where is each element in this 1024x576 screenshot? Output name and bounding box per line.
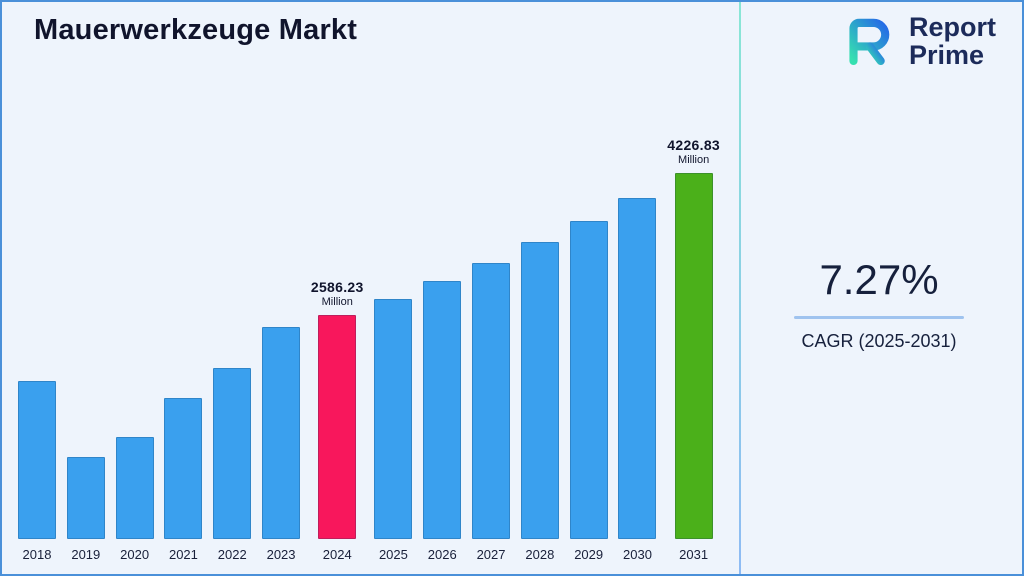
report-prime-logo-icon: [849, 18, 890, 66]
bar-2020: [115, 437, 154, 539]
x-tick-label-2028: 2028: [525, 547, 555, 562]
bar-column-2030: 2030: [618, 198, 657, 562]
bar-2031: [674, 173, 713, 539]
x-tick-label-2031: 2031: [679, 547, 709, 562]
page-title: Mauerwerkzeuge Markt: [34, 14, 358, 46]
data-label-2024: 2586.23 Million: [311, 279, 364, 308]
x-tick-label-2030: 2030: [623, 547, 652, 562]
cagr-underline: [794, 316, 964, 319]
logo-word-report: Report: [909, 11, 996, 42]
bar-2029: [569, 221, 608, 539]
bar-column-2029: 2029: [569, 221, 608, 562]
bar-2024: [318, 315, 357, 539]
x-tick-label-2018: 2018: [22, 547, 52, 562]
bar-2026: [423, 281, 462, 539]
bar-2019: [66, 457, 105, 539]
report-prime-logo: Report Prime: [839, 12, 996, 70]
data-label-value: 4226.83: [667, 137, 720, 153]
bar-2022: [213, 368, 252, 539]
bar-2023: [262, 327, 301, 539]
bar-column-2023: 2023: [262, 327, 301, 562]
bar-column-2026: 2026: [423, 281, 462, 562]
bar-column-2019: 2019: [66, 457, 105, 562]
data-label-unit: Million: [321, 296, 353, 308]
bar-column-2020: 2020: [115, 437, 154, 562]
bar-column-2022: 2022: [213, 368, 252, 562]
x-tick-label-2024: 2024: [322, 547, 352, 562]
cagr-block: 7.27% CAGR (2025-2031): [760, 256, 998, 352]
bar-chart: 2018 2019 2020 2021 2022 2023 2586.23 Million 20…: [18, 137, 720, 562]
cagr-value: 7.27%: [819, 256, 939, 303]
bar-column-2025: 2025: [374, 299, 413, 562]
data-label-value: 2586.23: [310, 279, 364, 295]
x-tick-label-2023: 2023: [266, 547, 296, 562]
bar-column-2031: 4226.83 Million 2031: [667, 137, 720, 562]
bar-2027: [472, 263, 511, 539]
bar-2030: [618, 198, 657, 539]
data-label-2031: 4226.83 Million: [667, 137, 720, 166]
x-tick-label-2022: 2022: [217, 547, 247, 562]
bar-2025: [374, 299, 413, 539]
x-tick-label-2020: 2020: [120, 547, 150, 562]
data-label-unit: Million: [678, 154, 710, 166]
x-tick-label-2021: 2021: [168, 547, 198, 562]
x-tick-label-2026: 2026: [427, 547, 457, 562]
bar-2028: [520, 242, 559, 539]
bar-2021: [164, 398, 203, 539]
cagr-label: CAGR (2025-2031): [801, 331, 957, 351]
bar-column-2018: 2018: [18, 381, 56, 562]
x-tick-label-2019: 2019: [71, 547, 101, 562]
vertical-divider: [739, 2, 741, 574]
logo-wordmark: Report Prime: [909, 13, 996, 69]
bar-column-2024: 2586.23 Million 2024: [311, 279, 364, 562]
logo-word-prime: Prime: [909, 40, 985, 70]
x-tick-label-2027: 2027: [476, 547, 506, 562]
bar-2018: [18, 381, 56, 539]
x-tick-label-2025: 2025: [378, 547, 408, 562]
bar-column-2028: 2028: [520, 242, 559, 562]
bar-column-2021: 2021: [164, 398, 203, 562]
x-tick-label-2029: 2029: [574, 547, 604, 562]
bar-column-2027: 2027: [472, 263, 511, 562]
